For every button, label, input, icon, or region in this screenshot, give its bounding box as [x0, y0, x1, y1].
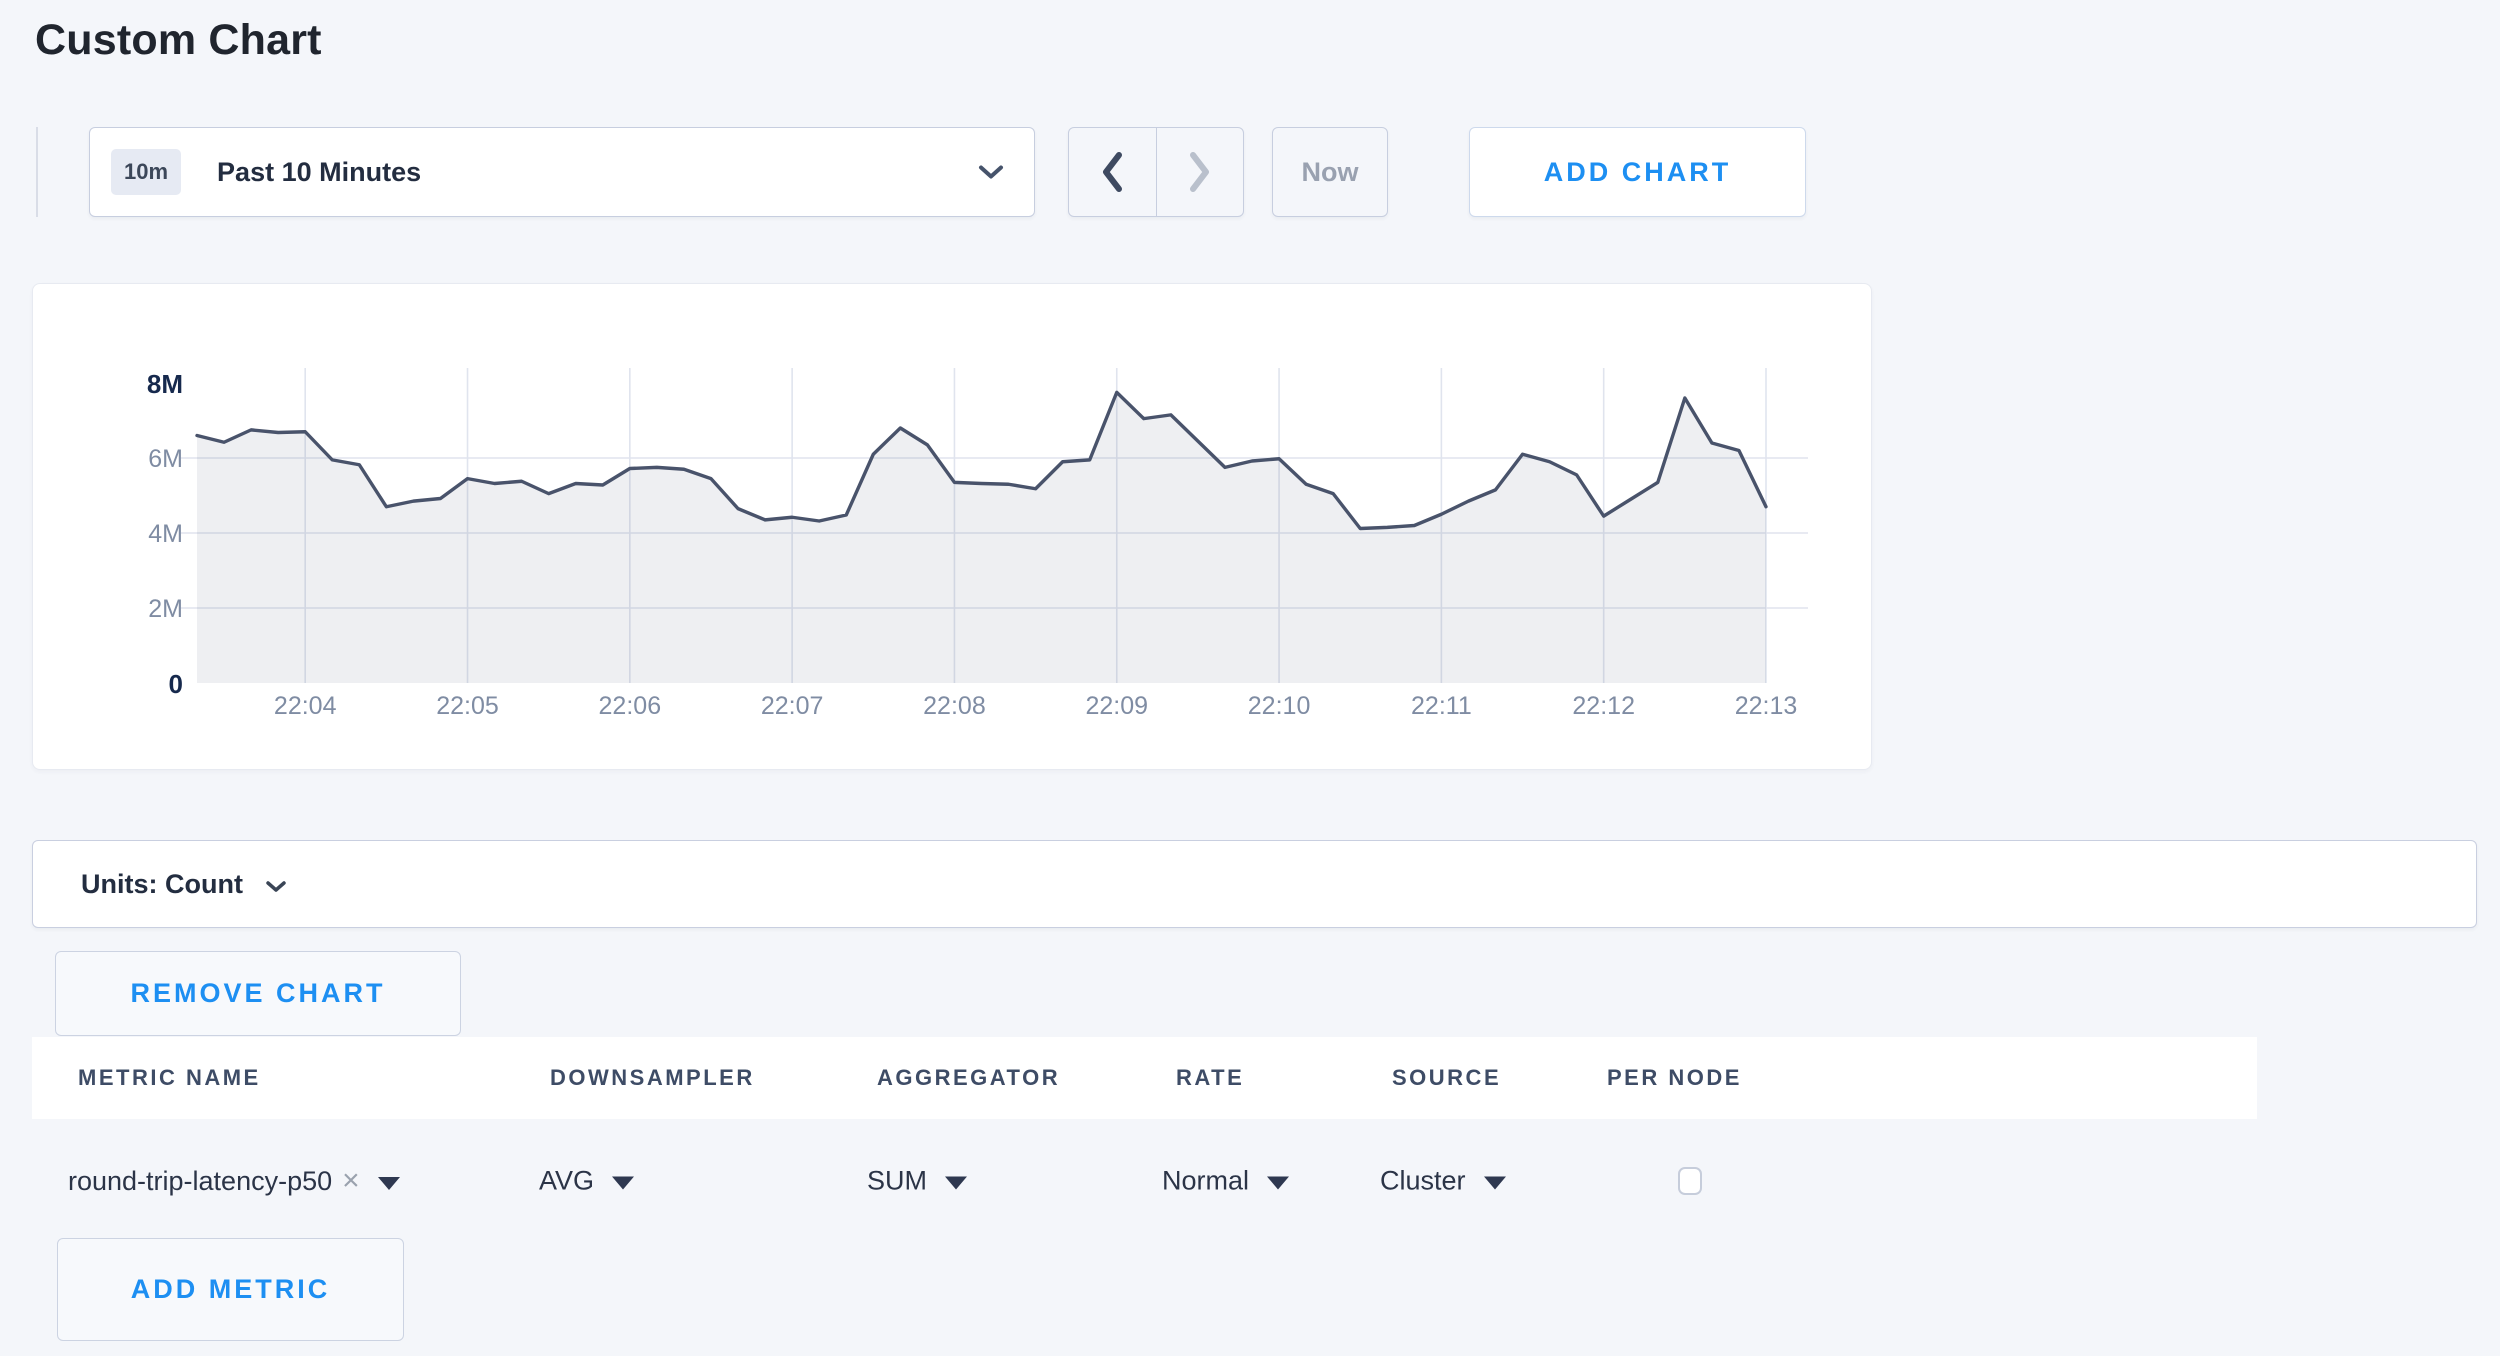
chart-card: 22:04 22:05 22:06 22:07 22:08 22:09 22:10 22:11…	[32, 283, 1872, 770]
metric-name-dropdown[interactable]: round-trip-latency-p50 ×	[68, 1164, 400, 1198]
column-header-per-node: PER NODE	[1607, 1065, 1742, 1090]
chevron-down-icon	[266, 880, 286, 892]
now-button[interactable]: Now	[1272, 127, 1388, 217]
time-range-dropdown[interactable]: 10m Past 10 Minutes	[89, 127, 1035, 217]
toolbar-divider	[36, 127, 38, 217]
chevron-right-icon	[1189, 152, 1209, 192]
svg-text:22:12: 22:12	[1572, 692, 1635, 720]
svg-text:8M: 8M	[147, 369, 183, 399]
rate-dropdown[interactable]: Normal	[1162, 1165, 1290, 1197]
downsampler-dropdown[interactable]: AVG	[539, 1165, 635, 1197]
per-node-checkbox[interactable]	[1678, 1167, 1702, 1195]
svg-text:22:11: 22:11	[1411, 692, 1472, 720]
svg-text:6M: 6M	[148, 445, 183, 473]
svg-text:2M: 2M	[148, 595, 183, 623]
page-title: Custom Chart	[35, 16, 322, 64]
svg-text:22:10: 22:10	[1248, 692, 1311, 720]
svg-text:22:07: 22:07	[761, 692, 824, 720]
svg-text:0: 0	[169, 669, 183, 699]
units-label: Units: Count	[81, 868, 243, 899]
downsampler-value: AVG	[539, 1165, 595, 1196]
metrics-table-header: METRIC NAME DOWNSAMPLER AGGREGATOR RATE …	[32, 1037, 2257, 1119]
column-header-downsampler: DOWNSAMPLER	[550, 1065, 755, 1090]
units-dropdown[interactable]: Units: Count	[32, 840, 2477, 928]
svg-text:22:06: 22:06	[599, 692, 662, 720]
svg-text:4M: 4M	[148, 520, 183, 548]
column-header-source: SOURCE	[1392, 1065, 1502, 1090]
svg-text:22:04: 22:04	[274, 692, 337, 720]
chevron-left-icon	[1103, 152, 1123, 192]
aggregator-dropdown[interactable]: SUM	[867, 1166, 967, 1197]
remove-metric-tag-icon[interactable]: ×	[342, 1164, 360, 1197]
add-metric-button[interactable]: ADD METRIC	[57, 1238, 404, 1341]
dropdown-caret-icon	[1267, 1176, 1290, 1190]
chevron-down-icon	[979, 165, 1003, 179]
svg-text:22:09: 22:09	[1085, 692, 1148, 720]
dropdown-caret-icon	[612, 1176, 635, 1190]
rate-value: Normal	[1162, 1165, 1250, 1196]
source-value: Cluster	[1380, 1165, 1466, 1196]
aggregator-value: SUM	[867, 1165, 927, 1196]
prev-time-button[interactable]	[1069, 128, 1157, 216]
column-header-metric-name: METRIC NAME	[78, 1065, 261, 1090]
svg-text:22:08: 22:08	[923, 692, 986, 720]
time-nav-group	[1068, 127, 1244, 217]
svg-text:22:13: 22:13	[1735, 692, 1798, 720]
metric-row: round-trip-latency-p50 × AVG SUM Normal …	[32, 1119, 2472, 1243]
source-dropdown[interactable]: Cluster	[1380, 1166, 1506, 1197]
dropdown-caret-icon	[945, 1176, 967, 1190]
metric-area-chart[interactable]: 22:04 22:05 22:06 22:07 22:08 22:09 22:10 22:11…	[33, 284, 1873, 771]
time-range-badge: 10m	[111, 149, 182, 195]
column-header-rate: RATE	[1176, 1065, 1245, 1090]
dropdown-caret-icon	[377, 1176, 400, 1190]
time-range-label: Past 10 Minutes	[217, 156, 422, 187]
remove-chart-button[interactable]: REMOVE CHART	[55, 951, 461, 1036]
next-time-button[interactable]	[1157, 128, 1244, 216]
svg-text:22:05: 22:05	[436, 692, 499, 720]
metric-name-value: round-trip-latency-p50	[68, 1165, 333, 1196]
add-chart-button[interactable]: ADD CHART	[1469, 127, 1806, 217]
column-header-aggregator: AGGREGATOR	[877, 1065, 1061, 1090]
dropdown-caret-icon	[1483, 1176, 1506, 1190]
